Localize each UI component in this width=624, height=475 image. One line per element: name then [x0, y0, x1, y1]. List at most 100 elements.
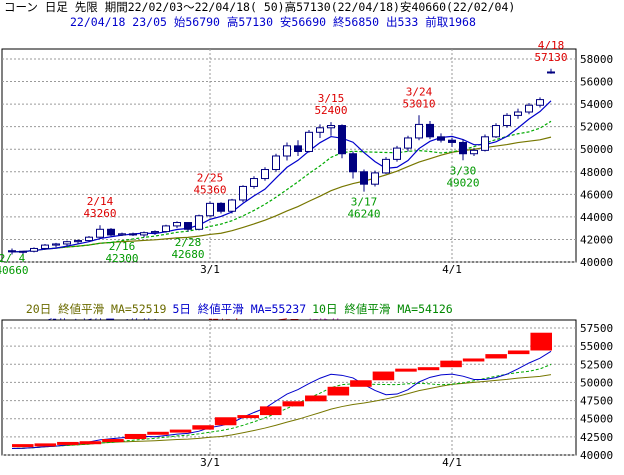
- high-annotation-value: 45360: [193, 184, 226, 197]
- low-annotation-date: 2/28: [175, 236, 202, 249]
- upper-y-tick: 56000: [580, 76, 613, 89]
- candle-body: [459, 141, 467, 155]
- candle-body: [305, 131, 313, 152]
- low-annotation-value: 42300: [105, 252, 138, 265]
- low-annotation-value: 40660: [0, 264, 29, 277]
- upper-y-tick: 40000: [580, 256, 613, 269]
- upper-y-tick: 46000: [580, 188, 613, 201]
- low-annotation-value: 46240: [347, 208, 380, 221]
- lower-x-tick: 4/1: [442, 456, 462, 469]
- renko-brick: [147, 431, 169, 435]
- candle-body: [30, 247, 38, 252]
- lower-y-tick: 45000: [580, 413, 613, 426]
- high-annotation-date: 3/15: [318, 92, 345, 105]
- renko-brick: [214, 417, 237, 426]
- high-annotation-date: 4/18: [538, 39, 565, 52]
- candle-body: [63, 241, 71, 245]
- candle-body: [338, 125, 346, 155]
- upper-y-tick: 50000: [580, 143, 613, 156]
- low-annotation-date: 3/17: [351, 196, 378, 209]
- high-annotation-date: 2/25: [197, 172, 224, 185]
- renko-brick: [327, 386, 350, 396]
- upper-y-tick: 44000: [580, 211, 613, 224]
- candle-body: [283, 145, 291, 157]
- candle-body: [261, 169, 269, 180]
- upper-y-tick: 48000: [580, 166, 613, 179]
- candle-body: [294, 145, 302, 152]
- candle-body: [52, 243, 60, 246]
- renko-brick: [259, 406, 282, 416]
- renko-brick: [79, 441, 102, 445]
- candle-body: [195, 215, 203, 230]
- candle-body: [514, 111, 522, 116]
- candle-body: [96, 228, 104, 238]
- low-annotation-date: 2/ 4: [0, 252, 26, 265]
- candle-body: [393, 147, 401, 160]
- candle-body: [327, 125, 335, 129]
- candle-body: [250, 178, 258, 187]
- candle-body: [239, 185, 247, 201]
- candle-body: [129, 233, 137, 236]
- high-annotation-date: 2/14: [87, 195, 114, 208]
- candle-body: [349, 153, 357, 173]
- candle-body: [371, 172, 379, 185]
- chart-header-line1: コーン 日足 先限 期間22/02/03～22/04/18( 50)高57130…: [4, 0, 516, 14]
- candle-body: [437, 136, 445, 141]
- candle-body: [74, 240, 82, 243]
- candle-body: [404, 137, 412, 149]
- candle-body: [525, 104, 533, 113]
- candle-body: [426, 123, 434, 138]
- ma5-line: [11, 100, 552, 253]
- candle-body: [118, 233, 126, 236]
- lower-y-tick: 55000: [580, 340, 613, 353]
- upper-y-tick: 58000: [580, 53, 613, 66]
- renko-brick: [350, 380, 372, 387]
- renko-brick: [305, 395, 327, 402]
- renko-brick: [57, 441, 79, 445]
- candle-body: [503, 114, 511, 127]
- renko-brick: [417, 367, 440, 371]
- lower-legend-ma20: 20日 終値平滑 MA=52519: [25, 302, 167, 316]
- candle-body: [470, 149, 478, 155]
- renko-brick: [192, 425, 214, 430]
- renko-brick: [440, 360, 462, 368]
- upper-y-tick: 42000: [580, 233, 613, 246]
- candle-body: [536, 99, 544, 106]
- renko-brick: [462, 358, 485, 362]
- lower-legend: 20日 終値平滑 MA=52519 5日 終値平滑 MA=55237 10日 終値平…: [12, 288, 459, 316]
- lower-ma5-line: [11, 350, 552, 449]
- renko-brick: [169, 429, 192, 433]
- candle-body: [19, 250, 27, 253]
- lower-y-tick: 52500: [580, 358, 613, 371]
- renko-brick: [102, 439, 124, 443]
- candle-body: [382, 158, 390, 174]
- candle-body: [151, 231, 159, 234]
- candle-body: [228, 199, 236, 212]
- candle-body: [107, 228, 115, 236]
- renko-brick: [237, 415, 259, 419]
- candle-body: [206, 202, 214, 217]
- high-annotation-value: 43260: [83, 207, 116, 220]
- lower-legend-ma5: 5日 終値平滑 MA=55237: [172, 302, 307, 316]
- candle-body: [481, 136, 489, 151]
- candle-body: [316, 127, 324, 133]
- low-annotation-date: 2/16: [109, 240, 136, 253]
- lower-y-tick: 57500: [580, 322, 613, 335]
- high-annotation-value: 57130: [534, 51, 567, 64]
- candle-body: [360, 171, 368, 185]
- renko-brick: [530, 332, 552, 351]
- renko-brick: [282, 401, 305, 407]
- renko-brick: [507, 350, 530, 355]
- low-annotation-value: 49020: [446, 176, 479, 189]
- upper-x-tick: 3/1: [200, 263, 220, 276]
- candle-body: [272, 155, 280, 171]
- renko-brick: [124, 433, 147, 440]
- chart-header-line2: 22/04/18 23/05 始56790 高57130 安56690 終568…: [70, 15, 476, 29]
- upper-y-tick: 52000: [580, 121, 613, 134]
- candle-body: [217, 202, 225, 212]
- candle-body: [173, 222, 181, 227]
- renko-brick: [395, 368, 417, 372]
- candle-body: [162, 225, 170, 233]
- low-annotation-date: 3/30: [450, 164, 477, 177]
